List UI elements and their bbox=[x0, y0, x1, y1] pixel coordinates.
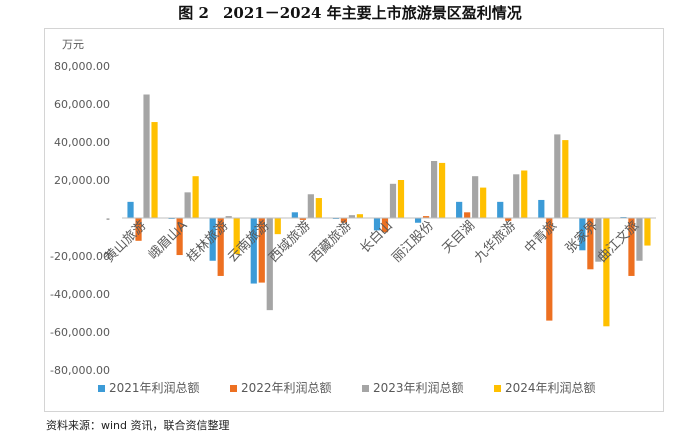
bar-2023年利润总额-黄山旅游 bbox=[143, 94, 150, 218]
bar-2022年利润总额-黄山旅游 bbox=[135, 218, 142, 241]
y-tick-label: 40,000.00 bbox=[54, 136, 110, 149]
bar-2022年利润总额-长白山 bbox=[381, 218, 389, 233]
bar-2024年利润总额-黄山旅游 bbox=[151, 122, 158, 218]
y-tick-label: 60,000.00 bbox=[54, 98, 110, 111]
y-tick-label: 20,000.00 bbox=[54, 174, 110, 187]
bar-2021年利润总额-桂林旅游 bbox=[209, 218, 216, 261]
bar-2023年利润总额-曲江文旅 bbox=[636, 218, 643, 261]
bar-2023年利润总额-西藏旅游 bbox=[348, 215, 356, 218]
bar-2022年利润总额-丽江股份 bbox=[422, 216, 430, 218]
bar-2023年利润总额-峨眉山A bbox=[184, 192, 191, 218]
bar-2024年利润总额-中青旅 bbox=[562, 140, 569, 218]
bar-2022年利润总额-中青旅 bbox=[546, 218, 553, 321]
y-axis-ticks: 80,000.00 60,000.00 40,000.00 20,000.00 - -20… bbox=[50, 60, 110, 377]
category-label: 曲江文旅 bbox=[595, 218, 642, 265]
legend-label: 2023年利润总额 bbox=[373, 381, 464, 395]
bar-2024年利润总额-西藏旅游 bbox=[356, 214, 364, 218]
figure-title-text: 2021－2024 年主要上市旅游景区盈利情况 bbox=[222, 4, 522, 22]
category-label: 黄山旅游 bbox=[102, 218, 149, 265]
bar-2022年利润总额-桂林旅游 bbox=[217, 218, 224, 276]
category-label: 桂林旅游 bbox=[184, 218, 231, 265]
category-label: 云南旅游 bbox=[225, 218, 273, 266]
category-label: 西藏旅游 bbox=[307, 218, 354, 265]
bar-2024年利润总额-桂林旅游 bbox=[233, 218, 240, 255]
figure-number: 图 2 bbox=[178, 4, 209, 22]
source-note: 资料来源：wind 资讯，联合资信整理 bbox=[46, 419, 230, 432]
bar-2022年利润总额-西藏旅游 bbox=[340, 218, 348, 223]
y-tick-label: -20,000.00 bbox=[50, 250, 110, 263]
legend-swatch bbox=[98, 385, 105, 392]
y-tick-label: -40,000.00 bbox=[50, 288, 110, 301]
bar-2023年利润总额-张家界 bbox=[595, 218, 602, 262]
bar-2023年利润总额-九华旅游 bbox=[513, 174, 520, 218]
category-label: 中青旅 bbox=[522, 218, 560, 256]
bar-2021年利润总额-黄山旅游 bbox=[127, 201, 134, 218]
bar-2021年利润总额-张家界 bbox=[579, 218, 586, 251]
legend-label: 2022年利润总额 bbox=[241, 381, 332, 395]
bar-2024年利润总额-九华旅游 bbox=[521, 170, 528, 218]
bar-2023年利润总额-中青旅 bbox=[554, 134, 561, 218]
legend-swatch bbox=[230, 385, 237, 392]
bar-2022年利润总额-曲江文旅 bbox=[628, 218, 635, 276]
bars-group bbox=[127, 94, 651, 327]
category-label: 天目湖 bbox=[440, 218, 478, 256]
bar-2024年利润总额-峨眉山A bbox=[192, 176, 199, 218]
bar-2023年利润总额-丽江股份 bbox=[430, 161, 438, 218]
legend-label: 2024年利润总额 bbox=[505, 381, 596, 395]
y-tick-label: -60,000.00 bbox=[50, 326, 110, 339]
bar-2023年利润总额-桂林旅游 bbox=[225, 216, 232, 218]
y-tick-label: - bbox=[106, 212, 110, 225]
category-label: 丽江股份 bbox=[390, 218, 437, 265]
bar-2023年利润总额-西域旅游 bbox=[307, 194, 314, 218]
bar-2022年利润总额-峨眉山A bbox=[176, 218, 183, 256]
bar-2023年利润总额-长白山 bbox=[389, 183, 397, 218]
bar-2022年利润总额-云南旅游 bbox=[258, 218, 265, 283]
y-axis-unit: 万元 bbox=[62, 38, 84, 51]
legend-label: 2021年利润总额 bbox=[109, 381, 200, 395]
bar-2022年利润总额-天目湖 bbox=[464, 212, 471, 218]
bar-2023年利润总额-云南旅游 bbox=[266, 218, 273, 311]
legend-swatch bbox=[362, 385, 369, 392]
bar-2024年利润总额-云南旅游 bbox=[274, 218, 281, 235]
bar-2021年利润总额-西域旅游 bbox=[291, 212, 298, 218]
chart-frame bbox=[44, 28, 664, 412]
bar-2022年利润总额-张家界 bbox=[587, 218, 594, 270]
bar-2024年利润总额-天目湖 bbox=[480, 187, 487, 218]
legend: 2021年利润总额 2022年利润总额 2023年利润总额 2024年利润总额 bbox=[98, 381, 596, 395]
bar-2024年利润总额-曲江文旅 bbox=[644, 218, 651, 246]
bar-2021年利润总额-云南旅游 bbox=[250, 218, 257, 284]
legend-swatch bbox=[494, 385, 501, 392]
category-label: 西域旅游 bbox=[266, 218, 313, 265]
bar-2022年利润总额-西域旅游 bbox=[299, 218, 306, 220]
bar-2024年利润总额-西域旅游 bbox=[315, 198, 322, 218]
y-tick-label: 80,000.00 bbox=[54, 60, 110, 73]
bar-2024年利润总额-长白山 bbox=[397, 180, 405, 218]
category-label: 九华旅游 bbox=[472, 218, 519, 265]
figure-title: 图 2 2021－2024 年主要上市旅游景区盈利情况 bbox=[0, 2, 700, 23]
y-tick-label: -80,000.00 bbox=[50, 364, 110, 377]
bar-2021年利润总额-长白山 bbox=[373, 218, 381, 231]
bar-2021年利润总额-天目湖 bbox=[456, 201, 463, 218]
bar-2024年利润总额-张家界 bbox=[603, 218, 610, 327]
bar-2021年利润总额-中青旅 bbox=[538, 199, 545, 218]
bar-2021年利润总额-九华旅游 bbox=[497, 201, 504, 218]
bar-2022年利润总额-九华旅游 bbox=[505, 218, 512, 221]
bar-2021年利润总额-丽江股份 bbox=[414, 218, 422, 223]
bar-2023年利润总额-天目湖 bbox=[472, 176, 479, 218]
bar-2024年利润总额-丽江股份 bbox=[438, 162, 446, 218]
